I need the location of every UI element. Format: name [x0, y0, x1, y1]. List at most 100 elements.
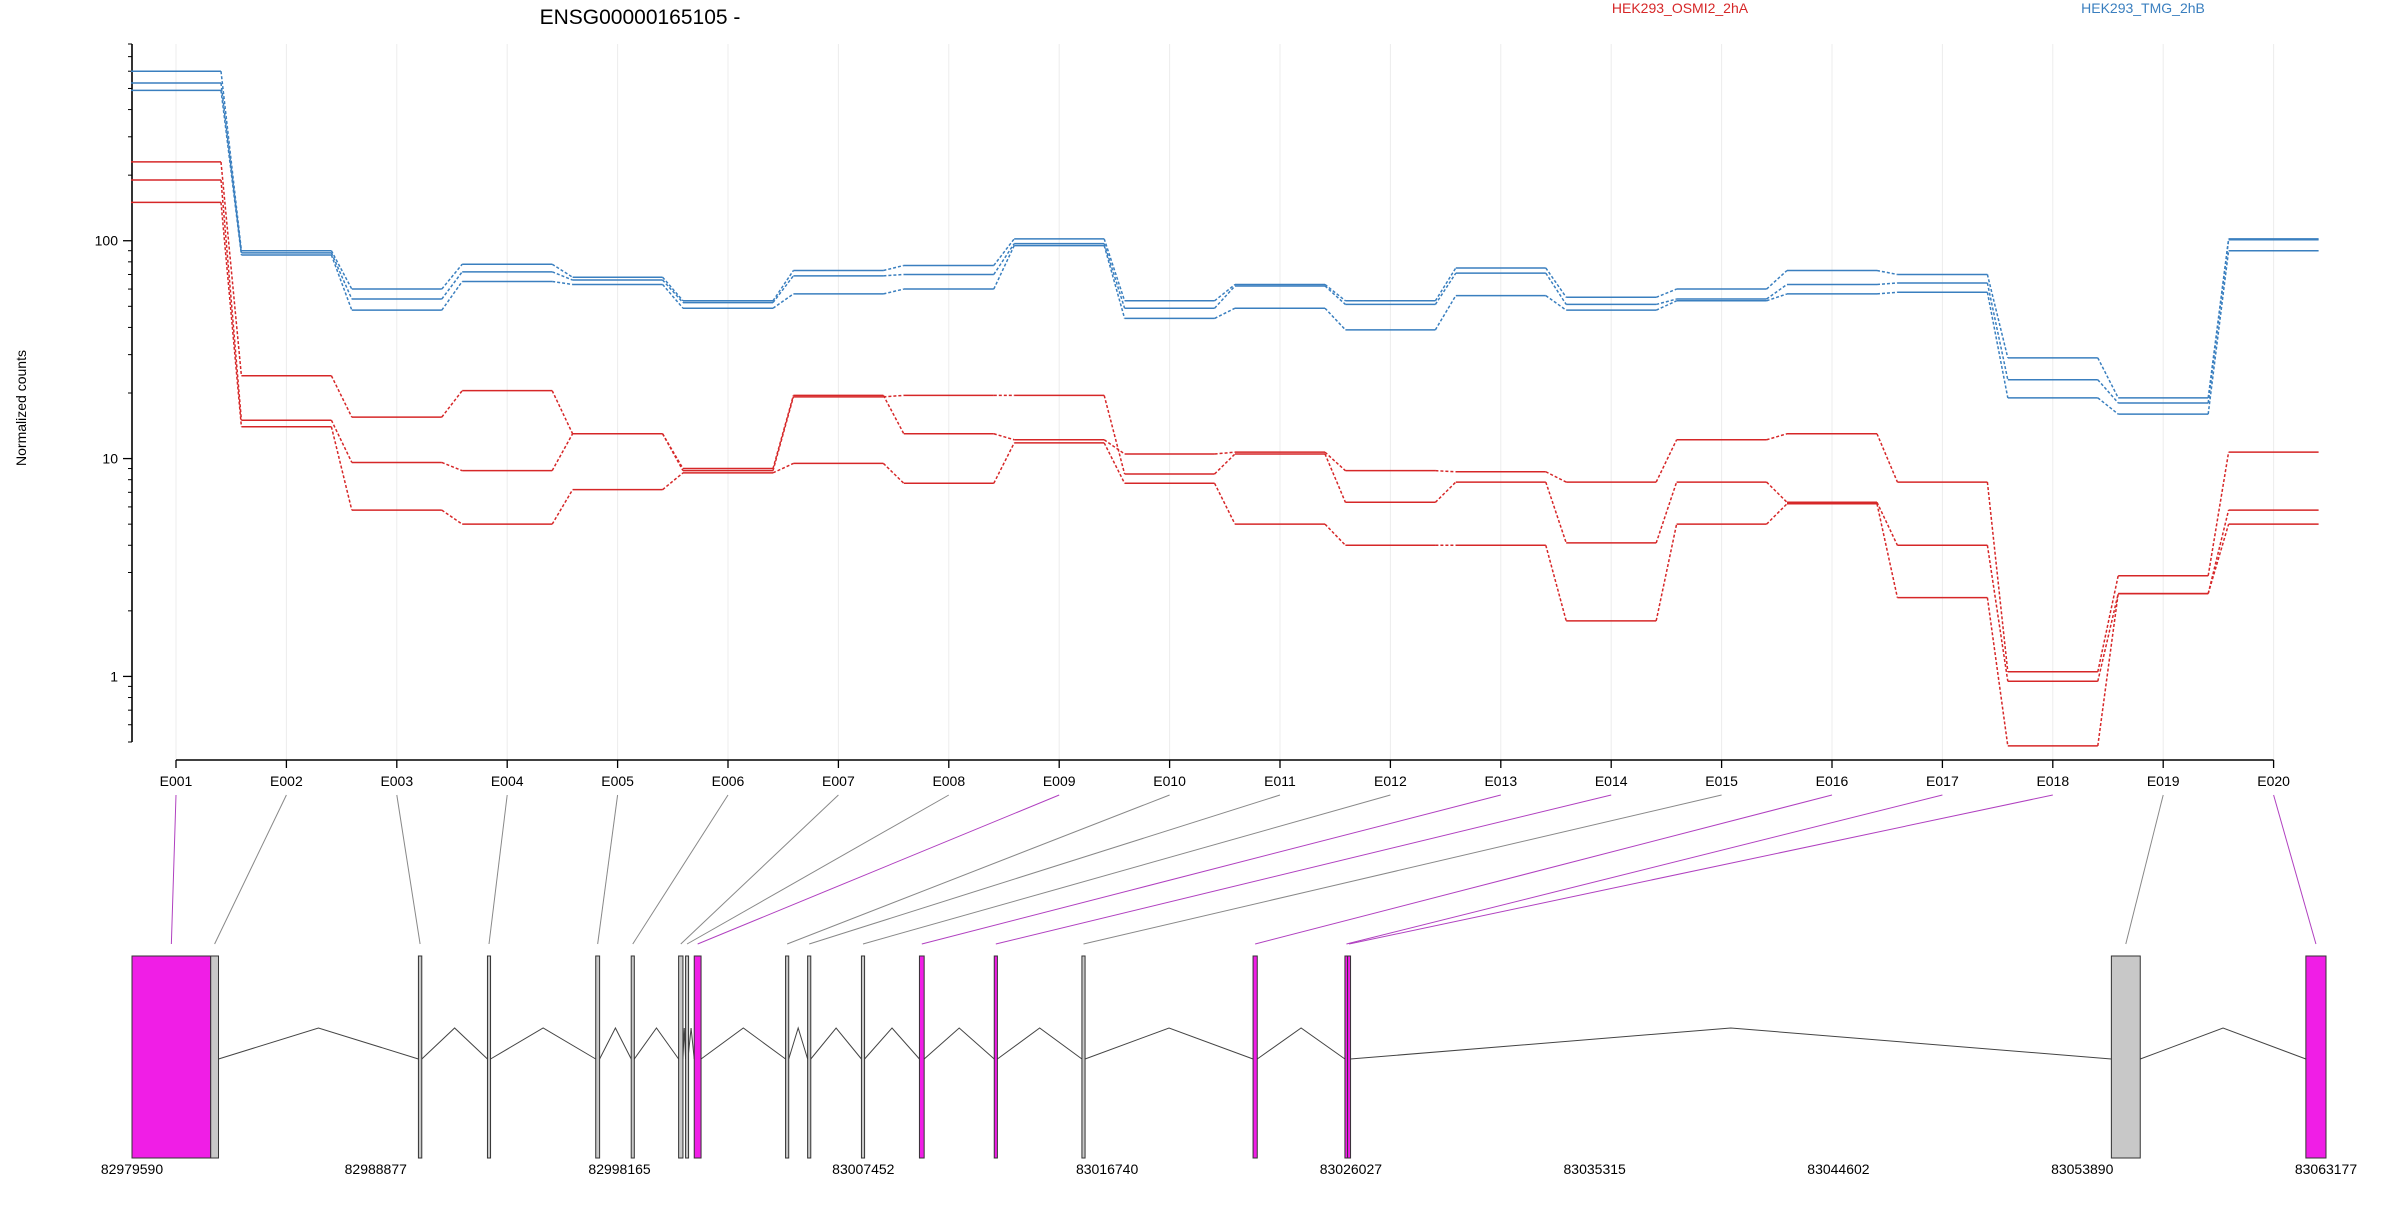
series-6-transition-3: [441, 509, 463, 525]
series-1-transition-11: [1324, 283, 1346, 302]
intron-2: [218, 1027, 419, 1060]
x-tick-label-e015: E015: [1705, 773, 1738, 789]
exon-box-e010: [785, 955, 790, 1159]
series-6-transition-13: [1545, 545, 1567, 622]
genomic-coordinate-label: 83035315: [1564, 1161, 1627, 1177]
exon-box-e012: [860, 955, 866, 1159]
series-4-transition-8: [993, 433, 1015, 441]
connector-e015: [1083, 794, 1722, 945]
y-tick-label: 100: [95, 233, 119, 249]
connector-e002: [214, 794, 287, 945]
series-2-transition-12: [1434, 272, 1457, 305]
connector-e003: [396, 794, 421, 945]
x-tick-label-e006: E006: [712, 773, 745, 789]
series-3-transition-9: [1103, 245, 1126, 319]
intron-16: [1256, 1027, 1346, 1060]
connector-e004: [488, 794, 508, 945]
x-tick-label-e014: E014: [1595, 773, 1628, 789]
series-6-transition-4: [551, 489, 574, 525]
series-5-transition-1: [220, 179, 243, 421]
series-6-transition-14: [1655, 524, 1678, 621]
series-4-transition-17: [1986, 482, 2009, 672]
series-4-transition-7: [882, 395, 905, 435]
exon-box-e020: [2305, 955, 2327, 1159]
exon-box-e004: [486, 955, 492, 1159]
series-1-transition-14: [1655, 288, 1677, 298]
series-3-transition-1: [220, 90, 243, 256]
x-tick-label-e016: E016: [1816, 773, 1849, 789]
series-2-transition-11: [1324, 285, 1346, 305]
series-6-transition-2: [330, 426, 353, 511]
exon-box-e002: [210, 955, 220, 1159]
x-tick-label-e011: E011: [1264, 773, 1296, 789]
x-tick-label-e012: E012: [1374, 773, 1407, 789]
series-2-transition-16: [1876, 282, 1898, 286]
series-5-transition-4: [551, 433, 574, 472]
series-5-transition-16: [1876, 501, 1899, 546]
connector-e001: [170, 794, 177, 945]
genomic-coordinate-label: 83063177: [2295, 1161, 2358, 1177]
axes: 1 10 100 E001 E002 E003 E004 E005 E006 E007 E008 E0…: [95, 43, 2290, 789]
connector-e012: [862, 794, 1391, 945]
x-tick-label-e001: E001: [160, 773, 193, 789]
series-2-transition-9: [1103, 243, 1126, 309]
x-tick-label-e004: E004: [491, 773, 524, 789]
x-tick-label-e009: E009: [1043, 773, 1076, 789]
x-tick-label-e017: E017: [1926, 773, 1959, 789]
series-5-transition-19: [2207, 509, 2230, 594]
series-2-transition-7: [883, 273, 904, 277]
series-2-transition-5: [662, 279, 684, 304]
x-tick-label-e018: E018: [2036, 773, 2069, 789]
exon-connector-lines: [170, 794, 2317, 945]
series-4-transition-9: [1103, 439, 1126, 455]
series-3-transition-7: [883, 288, 904, 295]
series-2-transition-1: [220, 82, 243, 253]
series-1-transition-13: [1545, 267, 1567, 298]
genomic-coordinate-label: 83016740: [1076, 1161, 1139, 1177]
series-4-transition-18: [2097, 575, 2119, 672]
series-1-transition-18: [2097, 357, 2119, 399]
series-6-transition-11: [1324, 523, 1346, 546]
series-6-hek293_osmi2_2ha: [131, 201, 2319, 747]
series-1-transition-7: [883, 264, 904, 272]
x-tick-label-e008: E008: [932, 773, 965, 789]
x-tick-label-e013: E013: [1484, 773, 1517, 789]
exon-box-e005: [595, 955, 601, 1159]
intron-18: [1350, 1027, 2112, 1060]
series-2-transition-14: [1656, 298, 1677, 306]
series-5-transition-5: [661, 433, 684, 472]
intron-5: [599, 1026, 632, 1060]
series-2-transition-15: [1766, 283, 1788, 300]
exon-box-e003: [417, 955, 423, 1159]
series-1-transition-5: [662, 276, 684, 302]
legend-label-tmg: HEK293_TMG_2hB: [2081, 0, 2205, 16]
intron-15: [1084, 1027, 1254, 1060]
series-5-transition-10: [1214, 453, 1236, 475]
y-tick-label: 1: [110, 668, 118, 684]
x-tick-label-e020: E020: [2257, 773, 2290, 789]
intron-10: [788, 1026, 809, 1060]
series-5-transition-13: [1545, 481, 1567, 544]
series-1-transition-15: [1766, 269, 1788, 290]
series-4-transition-1: [220, 161, 243, 376]
series-6-transition-6: [772, 462, 794, 474]
x-tick-label-e003: E003: [380, 773, 413, 789]
intron-14: [997, 1027, 1083, 1060]
y-tick-label: 10: [102, 451, 118, 467]
series-5-transition-14: [1655, 481, 1678, 544]
exon-box-e007: [678, 955, 684, 1159]
genomic-coordinate-label: 83053890: [2051, 1161, 2114, 1177]
exon-box-e016: [1252, 955, 1258, 1159]
series-1-transition-3: [441, 263, 463, 290]
genomic-coordinate-label: 82988877: [345, 1161, 408, 1177]
chart-title: ENSG00000165105 -: [540, 6, 741, 29]
intron-11: [810, 1027, 862, 1060]
series-1-transition-16: [1876, 269, 1898, 276]
series-5-transition-17: [1986, 545, 2009, 682]
series-3-transition-5: [662, 283, 684, 309]
intron-3: [421, 1027, 488, 1060]
exon-box-e011: [807, 955, 812, 1159]
series-3-transition-17: [1986, 292, 2009, 398]
series-3-hek293_tmg_2hb: [131, 89, 2319, 415]
series-3-transition-18: [2097, 397, 2119, 415]
